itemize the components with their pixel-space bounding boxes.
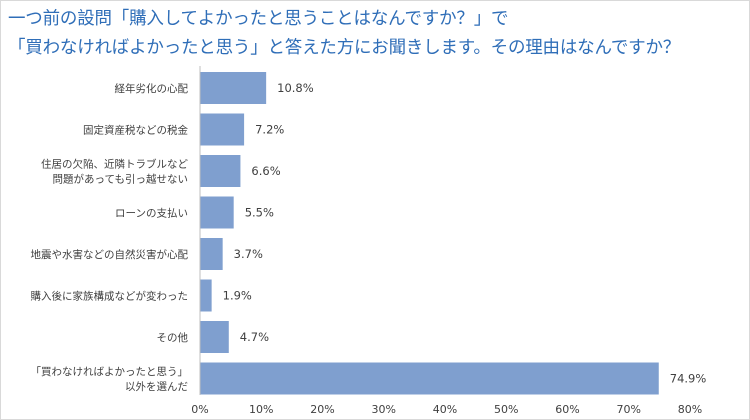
value-label-5: 1.9%	[223, 289, 252, 303]
value-label-0: 10.8%	[277, 81, 314, 95]
value-label-4: 3.7%	[234, 247, 263, 261]
category-label-2-line-0: 住居の欠陥、近隣トラブルなど	[41, 158, 188, 171]
bar-7	[200, 362, 659, 395]
x-tick-label-7: 70%	[617, 403, 641, 416]
category-label-2-line-1: 問題があっても引っ越せない	[53, 173, 188, 186]
category-label-7-line-1: 以外を選んだ	[125, 380, 188, 393]
x-axis: 0% 10% 20% 30% 40% 50% 60% 70% 80%	[191, 66, 702, 416]
chart-title-line-1: 一つ前の設問「購入してよかったと思うことはなんですか？」で	[8, 9, 509, 29]
value-label-7: 74.9%	[670, 372, 707, 386]
value-label-2: 6.6%	[251, 164, 280, 178]
x-tick-label-5: 50%	[494, 403, 518, 416]
category-label-6: その他	[157, 331, 189, 344]
bar-1	[200, 113, 245, 146]
x-tick-label-1: 10%	[249, 403, 273, 416]
category-label-7-line-0: 「買わなければよかったと思う」	[31, 366, 189, 378]
value-label-3: 5.5%	[245, 206, 274, 220]
category-label-5: 購入後に家族構成などが変わった	[31, 290, 189, 303]
x-tick-label-8: 80%	[678, 403, 702, 416]
x-tick-label-0: 0%	[191, 403, 208, 416]
category-label-1: 固定資産税などの税金	[83, 124, 188, 137]
category-labels-group: 経年劣化の心配固定資産税などの税金住居の欠陥、近隣トラブルなど問題があっても引っ…	[31, 82, 189, 393]
value-labels-group: 10.8% 7.2% 6.6% 5.5% 3.7% 1.9% 4.7% 74.9%	[223, 81, 707, 386]
category-label-3: ローンの支払い	[115, 207, 188, 220]
x-tick-label-6: 60%	[555, 403, 579, 416]
value-label-6: 4.7%	[240, 330, 269, 344]
bar-2	[200, 155, 241, 187]
bar-3	[200, 196, 234, 229]
x-tick-label-2: 20%	[310, 403, 334, 416]
chart-title-line-2: 「買わなければよかったと思う」と答えた方にお聞きします。その理由はなんですか？	[8, 38, 681, 58]
bar-6	[200, 321, 229, 353]
bar-4	[200, 238, 223, 270]
bars-group	[200, 72, 659, 395]
value-label-1: 7.2%	[255, 123, 284, 137]
category-label-0: 経年劣化の心配	[115, 82, 189, 95]
bar-5	[200, 279, 212, 312]
category-label-4: 地震や水害などの自然災害が心配	[31, 248, 189, 261]
x-tick-label-3: 30%	[372, 403, 396, 416]
x-tick-label-4: 40%	[433, 403, 457, 416]
bar-0	[200, 72, 267, 104]
